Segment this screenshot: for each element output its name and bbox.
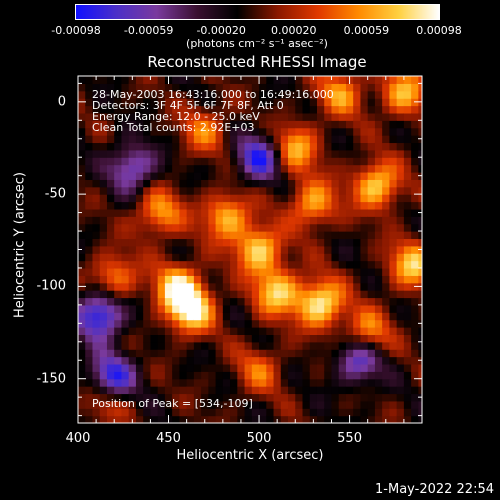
heatmap-image — [78, 76, 422, 423]
y-tick-label: -150 — [36, 371, 66, 387]
annotation-clean: Clean Total counts: 2.92E+03 — [92, 121, 255, 134]
colorbar-units-label: (photons cm⁻² s⁻¹ asec⁻²) — [186, 37, 328, 50]
chart-title: Reconstructed RHESSI Image — [147, 53, 367, 71]
annotation-peak: Position of Peak = [534,-109] — [92, 397, 253, 410]
colorbar-tick-label: -0.00020 — [196, 24, 246, 37]
y-tick-label: 0 — [57, 94, 66, 110]
y-tick-label: -50 — [44, 186, 66, 202]
colorbar-tick-label: 0.00020 — [271, 24, 317, 37]
timestamp: 1-May-2022 22:54 — [375, 482, 494, 497]
annotation-energy: Energy Range: 12.0 - 25.0 keV — [92, 110, 260, 123]
colorbar — [75, 4, 440, 20]
colorbar-tick-label: 0.00059 — [343, 24, 390, 37]
x-tick-label: 550 — [337, 431, 362, 446]
colorbar-tick-label: 0.00098 — [416, 24, 462, 37]
x-axis-label: Heliocentric X (arcsec) — [176, 448, 324, 463]
x-tick-label: 450 — [156, 431, 181, 446]
y-axis-label: Heliocentric Y (arcsec) — [12, 172, 28, 318]
y-tick-label: -100 — [36, 278, 66, 294]
colorbar-tick-label: -0.00098 — [51, 24, 101, 37]
annotation-detectors: Detectors: 3F 4F 5F 6F 7F 8F, Att 0 — [92, 99, 284, 112]
x-tick-label: 400 — [65, 431, 91, 446]
x-tick-label: 500 — [246, 431, 272, 446]
annotation-time: 28-May-2003 16:43:16.000 to 16:49:16.000 — [92, 88, 334, 101]
colorbar-tick-label: -0.00059 — [123, 24, 174, 37]
